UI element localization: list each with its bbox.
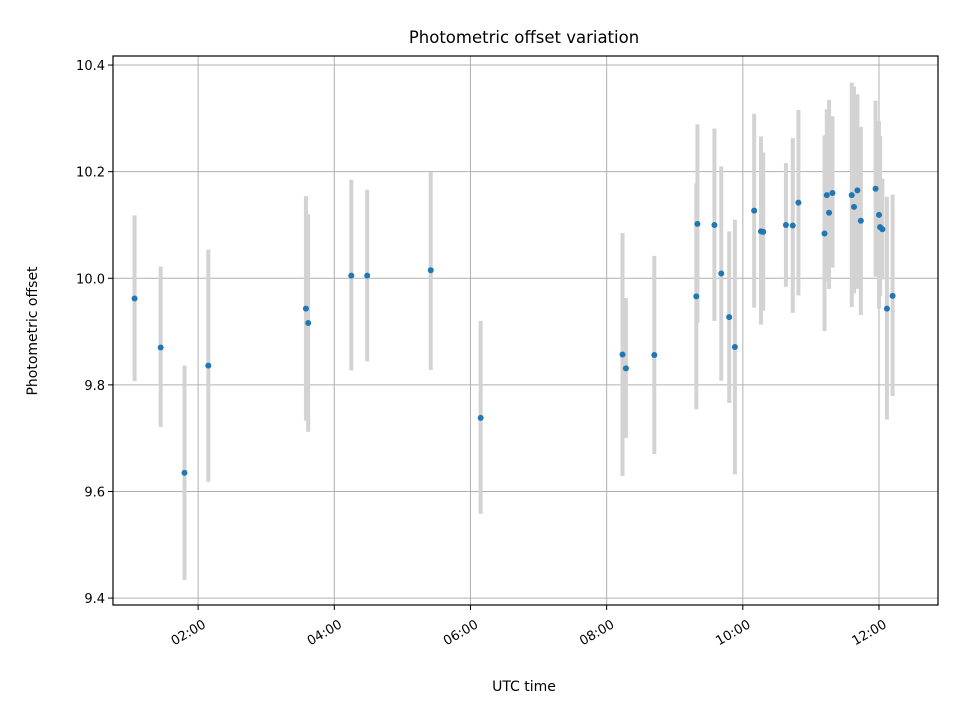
x-tick-label: 06:00 bbox=[441, 617, 481, 649]
x-tick-label: 12:00 bbox=[850, 617, 890, 649]
data-point bbox=[848, 192, 855, 199]
x-ticks: 02:00 04:00 06:00 08:00 10:00 12:00 bbox=[169, 605, 890, 649]
data-point bbox=[694, 220, 701, 227]
x-tick-label: 04:00 bbox=[305, 617, 345, 649]
y-tick-label: 9.6 bbox=[84, 485, 105, 500]
x-tick-label: 08:00 bbox=[577, 617, 617, 649]
y-tick-label: 9.8 bbox=[84, 379, 105, 394]
data-point bbox=[879, 226, 886, 233]
data-point bbox=[364, 272, 371, 279]
data-point bbox=[826, 209, 833, 216]
data-point bbox=[889, 292, 896, 299]
data-point bbox=[205, 362, 212, 369]
data-point bbox=[731, 344, 738, 351]
data-point bbox=[131, 295, 138, 302]
data-point bbox=[305, 320, 312, 327]
data-point bbox=[181, 469, 188, 476]
data-point bbox=[348, 272, 355, 279]
y-tick-label: 10.2 bbox=[76, 166, 105, 181]
data-point bbox=[875, 211, 882, 218]
data-point bbox=[857, 217, 864, 224]
y-tick-label: 9.4 bbox=[84, 592, 105, 607]
y-tick-label: 10.4 bbox=[76, 59, 105, 74]
data-point bbox=[795, 199, 802, 206]
data-point bbox=[821, 230, 828, 237]
x-tick-label: 10:00 bbox=[713, 617, 753, 649]
point-layer bbox=[131, 185, 896, 476]
data-point bbox=[726, 314, 733, 321]
data-point bbox=[622, 365, 629, 372]
data-point bbox=[823, 192, 830, 199]
data-point bbox=[872, 185, 879, 192]
data-point bbox=[427, 267, 434, 274]
data-point bbox=[651, 352, 658, 359]
data-point bbox=[693, 293, 700, 300]
x-axis-label: UTC time bbox=[492, 679, 556, 695]
chart-title: Photometric offset variation bbox=[409, 28, 639, 47]
grid-layer bbox=[113, 56, 938, 605]
data-point bbox=[157, 344, 164, 351]
data-point bbox=[711, 221, 718, 228]
y-tick-label: 10.0 bbox=[76, 272, 105, 287]
data-point bbox=[751, 207, 758, 214]
data-point bbox=[760, 228, 767, 235]
data-point bbox=[789, 222, 796, 229]
x-tick-label: 02:00 bbox=[169, 617, 209, 649]
y-axis-label: Photometric offset bbox=[25, 266, 41, 396]
y-ticks: 9.4 9.6 9.8 10.0 10.2 10.4 bbox=[76, 59, 113, 607]
data-point bbox=[854, 187, 861, 194]
data-point bbox=[302, 305, 309, 312]
data-point bbox=[829, 189, 836, 196]
data-point bbox=[718, 270, 725, 277]
data-point bbox=[782, 221, 789, 228]
plot-frame bbox=[112, 55, 939, 606]
data-point bbox=[851, 203, 858, 210]
data-point bbox=[477, 414, 484, 421]
errorbar-layer bbox=[132, 82, 895, 580]
data-point bbox=[883, 305, 890, 312]
data-point bbox=[619, 351, 626, 358]
